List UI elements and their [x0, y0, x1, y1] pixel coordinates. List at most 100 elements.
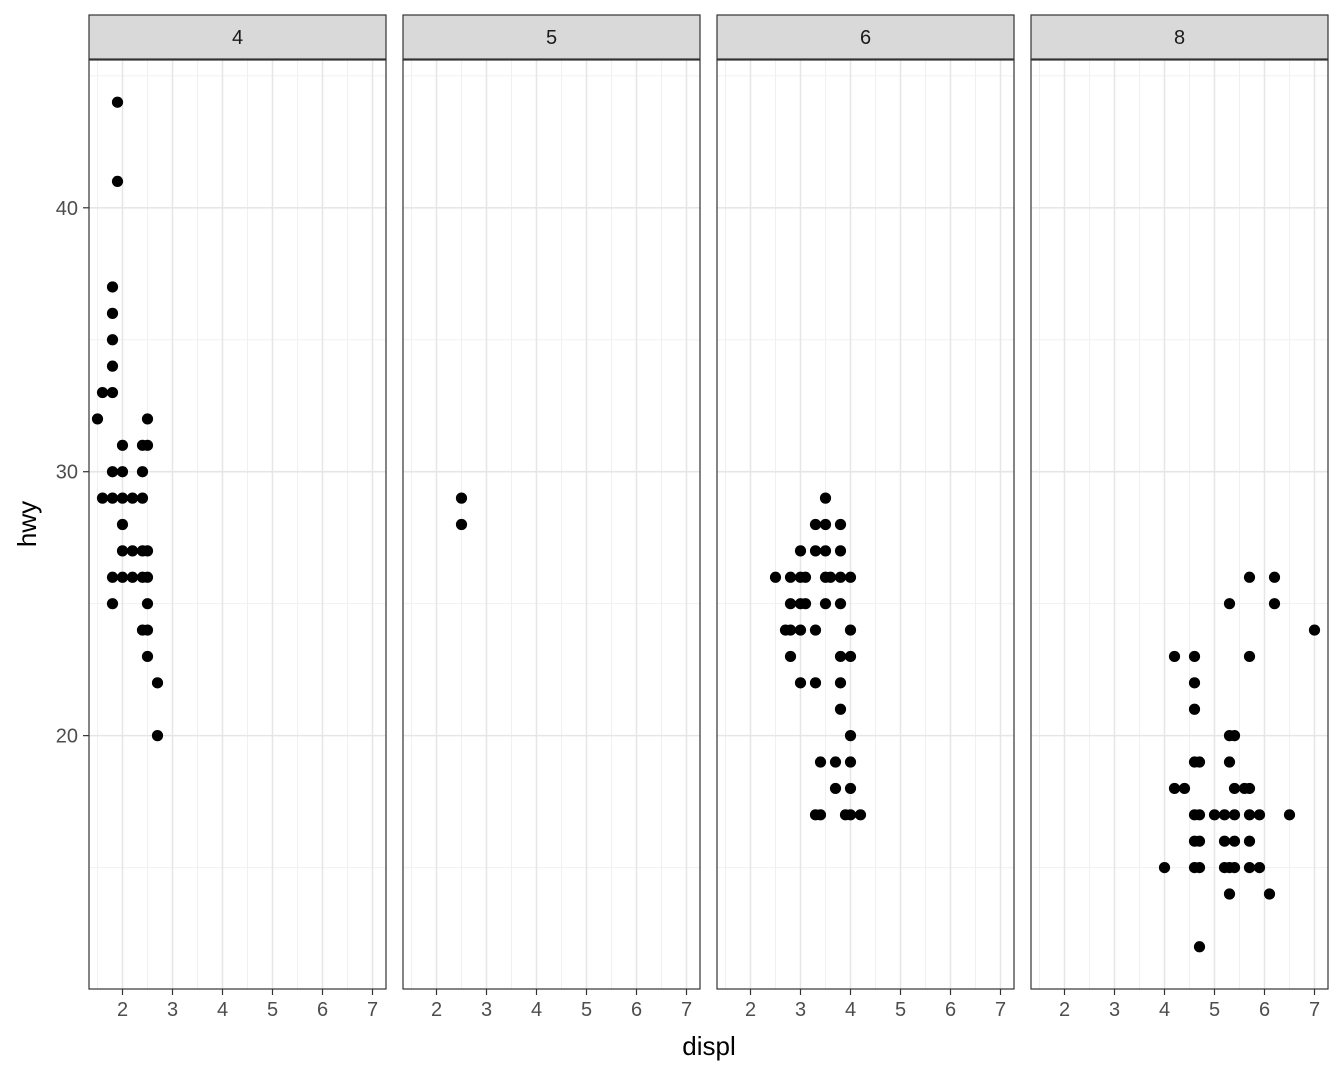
data-point	[1243, 835, 1256, 847]
data-point	[455, 518, 468, 531]
x-tick-label: 3	[1109, 999, 1120, 1021]
data-point	[96, 492, 109, 504]
data-point	[1193, 809, 1206, 821]
data-point	[141, 624, 154, 636]
data-point	[126, 492, 139, 504]
data-point	[91, 413, 104, 425]
panel-background	[1031, 60, 1328, 989]
data-point	[834, 598, 847, 610]
data-point	[1188, 703, 1201, 715]
data-point	[784, 571, 797, 583]
data-point	[126, 571, 139, 583]
facet-strip-label: 8	[1174, 27, 1185, 49]
panel-border	[88, 59, 387, 990]
data-point	[116, 492, 129, 504]
data-point	[834, 571, 847, 583]
data-point	[799, 598, 812, 610]
data-point	[819, 545, 832, 557]
data-point	[834, 677, 847, 689]
panel-background	[403, 60, 700, 989]
data-point	[1253, 861, 1266, 874]
x-tick-label: 7	[995, 999, 1006, 1021]
data-point	[1228, 809, 1241, 821]
data-point	[116, 545, 129, 557]
facet-panels: 4 2 3 4 5 6 7 5 2 3 4 5 6 7 6 2 3 4 5 6 7 8 2 3 4 5 6 7	[88, 14, 1329, 1021]
x-tick-label: 2	[745, 999, 756, 1021]
data-point	[111, 96, 124, 108]
facet-strip-label: 4	[232, 27, 243, 49]
facet-strip	[1030, 14, 1329, 60]
data-point	[844, 756, 857, 768]
facet-strip	[716, 14, 1015, 60]
data-point	[1188, 677, 1201, 689]
data-point	[116, 518, 129, 531]
data-point	[809, 677, 822, 689]
data-point	[824, 571, 837, 583]
facet-strip-label: 5	[546, 27, 557, 49]
data-point	[1168, 650, 1181, 663]
data-point	[136, 466, 149, 478]
data-point	[136, 492, 149, 504]
data-point	[1243, 809, 1256, 821]
y-tick-label: 20	[56, 726, 78, 748]
facet-panel-6: 6 2 3 4 5 6 7	[716, 14, 1015, 1021]
data-point	[106, 571, 119, 583]
y-tick-label: 40	[56, 198, 78, 220]
x-tick-label: 5	[895, 999, 906, 1021]
data-point	[106, 360, 119, 372]
x-tick-label: 4	[1159, 999, 1170, 1021]
x-tick-label: 4	[217, 999, 228, 1021]
facet-panel-4: 4 2 3 4 5 6 7	[88, 14, 387, 1021]
x-tick-label: 3	[481, 999, 492, 1021]
panel-background	[89, 60, 386, 989]
data-point	[1158, 861, 1171, 874]
x-tick-label: 5	[267, 999, 278, 1021]
x-tick-label: 6	[631, 999, 642, 1021]
data-point	[1243, 571, 1256, 583]
data-point	[814, 756, 827, 768]
data-point	[141, 571, 154, 583]
data-point	[1243, 782, 1256, 795]
data-point	[829, 756, 842, 768]
y-axis: 20 30 40	[56, 198, 89, 748]
data-point	[106, 598, 119, 610]
data-point	[1178, 782, 1191, 795]
data-point	[1228, 730, 1241, 742]
data-point	[819, 518, 832, 531]
data-point	[809, 518, 822, 531]
data-point	[769, 571, 782, 583]
data-point	[819, 598, 832, 610]
data-point	[1218, 809, 1231, 821]
data-point	[794, 545, 807, 557]
data-point	[844, 782, 857, 795]
y-tick-label: 30	[56, 462, 78, 484]
x-tick-label: 3	[167, 999, 178, 1021]
data-point	[784, 650, 797, 663]
data-point	[1253, 809, 1266, 821]
data-point	[799, 571, 812, 583]
data-point	[1188, 650, 1201, 663]
data-point	[819, 492, 832, 504]
data-point	[794, 677, 807, 689]
x-tick-label: 6	[1259, 999, 1270, 1021]
x-tick-label: 5	[581, 999, 592, 1021]
x-tick-label: 4	[531, 999, 542, 1021]
data-point	[814, 809, 827, 821]
data-point	[844, 809, 857, 821]
data-point	[1223, 598, 1236, 610]
data-point	[834, 650, 847, 663]
data-point	[1193, 941, 1206, 953]
data-point	[106, 466, 119, 478]
x-tick-label: 2	[117, 999, 128, 1021]
data-point	[1218, 835, 1231, 847]
data-point	[844, 650, 857, 663]
x-tick-label: 6	[317, 999, 328, 1021]
data-point	[784, 624, 797, 636]
facet-strip	[88, 14, 387, 60]
data-point	[1208, 809, 1221, 821]
data-point	[794, 624, 807, 636]
data-point	[106, 281, 119, 293]
data-point	[141, 545, 154, 557]
data-point	[834, 703, 847, 715]
